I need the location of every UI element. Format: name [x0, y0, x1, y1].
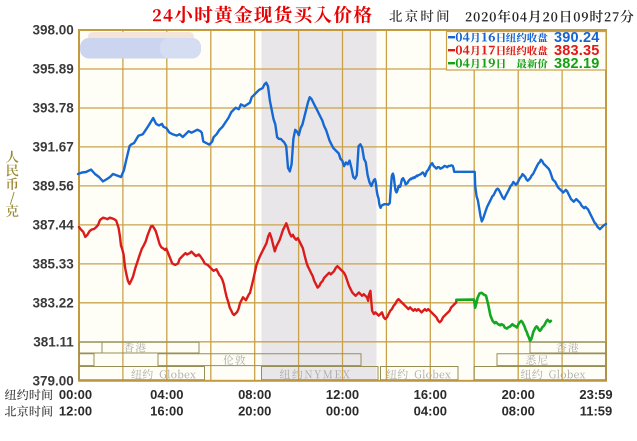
svg-text:391.67: 391.67	[33, 140, 74, 155]
svg-text:12:00: 12:00	[326, 387, 359, 402]
svg-text:390.24: 390.24	[554, 30, 600, 46]
svg-text:387.44: 387.44	[33, 218, 75, 233]
svg-text:08:00: 08:00	[238, 387, 271, 402]
svg-text:381.11: 381.11	[33, 335, 74, 350]
svg-text:11:59: 11:59	[580, 404, 613, 419]
svg-text:393.78: 393.78	[33, 101, 75, 116]
svg-text:00:00: 00:00	[59, 387, 92, 402]
svg-text:04:00: 04:00	[414, 404, 447, 419]
svg-text:382.19: 382.19	[554, 56, 600, 72]
svg-text:379.00: 379.00	[33, 374, 74, 389]
svg-text:23:59: 23:59	[579, 387, 612, 402]
svg-text:16:00: 16:00	[150, 404, 183, 419]
svg-text:12:00: 12:00	[59, 404, 92, 419]
svg-text:04:00: 04:00	[150, 387, 183, 402]
svg-text:00:00: 00:00	[326, 404, 359, 419]
svg-text:385.33: 385.33	[33, 257, 75, 272]
svg-text:383.35: 383.35	[554, 43, 600, 59]
svg-text:20:00: 20:00	[238, 404, 271, 419]
svg-text:383.22: 383.22	[33, 296, 74, 311]
svg-text:08:00: 08:00	[502, 404, 535, 419]
svg-text:389.56: 389.56	[33, 179, 75, 194]
svg-text:16:00: 16:00	[414, 387, 447, 402]
svg-text:398.00: 398.00	[33, 23, 74, 38]
svg-text:20:00: 20:00	[502, 387, 535, 402]
svg-text:395.89: 395.89	[33, 62, 74, 77]
